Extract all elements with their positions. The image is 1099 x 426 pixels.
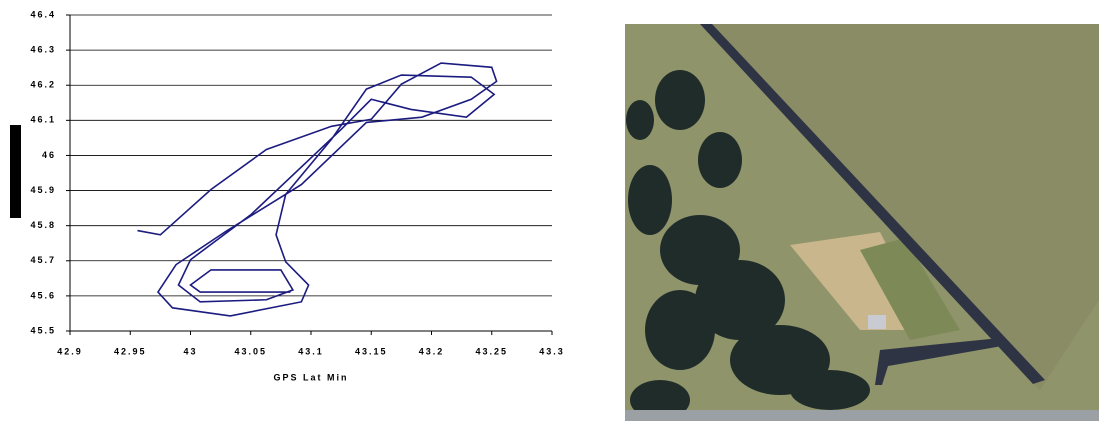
y-tick-label: 45.8	[30, 220, 56, 230]
x-tick-label: 43.2	[419, 346, 445, 356]
y-tick-label: 46.4	[30, 9, 56, 19]
chart: GPS Lat Min 45.5 45.6 45.7 45.8 45.9 46 46.1 46…	[0, 0, 1099, 421]
x-tick-label: 43.1	[298, 346, 324, 356]
y-tick-label: 45.5	[30, 325, 56, 335]
y-tick-label: 46.2	[30, 80, 56, 90]
track-line	[137, 63, 496, 316]
x-tick-label: 43	[183, 346, 197, 356]
x-tick-label: 43.3	[539, 346, 565, 356]
y-tick-label: 45.7	[30, 255, 56, 265]
y-tick-label: 46.1	[30, 115, 56, 125]
x-tick-label: 43.05	[234, 346, 267, 356]
x-axis-title: GPS Lat Min	[273, 372, 348, 382]
x-tick-label: 43.25	[475, 346, 508, 356]
x-tick-label: 42.95	[114, 346, 147, 356]
x-tick-label: 43.15	[355, 346, 388, 356]
photo-hangar	[868, 315, 886, 329]
obscured-axis-label	[10, 125, 21, 218]
y-tick-label: 46.3	[30, 44, 56, 54]
page: GPS Lat Min 45.5 45.6 45.7 45.8 45.9 46 46.1 46…	[0, 0, 1099, 426]
y-tick-label: 46	[42, 150, 56, 160]
y-tick-label: 45.9	[30, 185, 56, 195]
aerial-photo	[625, 24, 1099, 421]
y-tick-label: 45.6	[30, 290, 56, 300]
x-tick-label: 42.9	[57, 346, 83, 356]
photo-edge	[625, 410, 1099, 421]
